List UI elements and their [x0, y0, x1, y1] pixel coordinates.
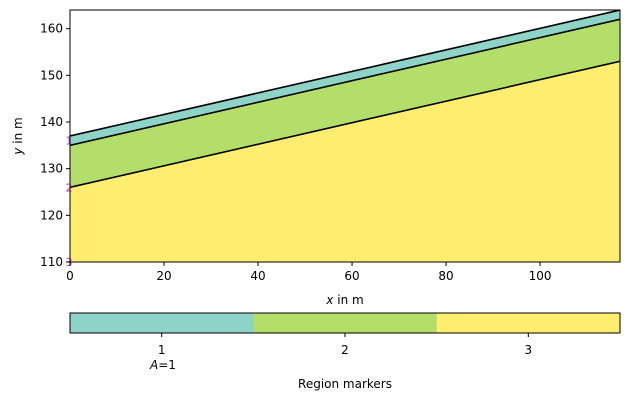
boundary-interface-2	[70, 60, 620, 189]
y-axis: 110 120 130 140 150 160	[40, 22, 70, 269]
y-tick-label: 140	[40, 115, 63, 129]
y-axis-label: y in m	[11, 117, 25, 155]
x-tick-label: 100	[529, 269, 552, 283]
x-tick-label: 20	[156, 269, 171, 283]
colorbar-segment-1	[70, 313, 254, 333]
region-marker-label: 2	[66, 181, 73, 194]
colorbar-segment-3	[436, 313, 621, 333]
colorbar-label: Region markers	[298, 377, 392, 391]
colorbar-ticks: 1 2 3	[158, 333, 532, 357]
colorbar-segment-2	[253, 313, 438, 333]
colorbar-tick-label: 2	[341, 343, 349, 357]
region-1	[70, 10, 620, 146]
region-3	[70, 61, 620, 262]
y-tick-label: 160	[40, 22, 63, 36]
x-tick-label: 0	[66, 269, 74, 283]
x-tick-label: 80	[438, 269, 453, 283]
y-tick-label: 150	[40, 68, 63, 82]
y-tick-label: 110	[40, 255, 63, 269]
colorbar	[70, 313, 621, 333]
y-tick-label: 130	[40, 162, 63, 176]
colorbar-tick-label: 1	[158, 343, 166, 357]
x-axis: 0 20 40 60 80 100	[66, 262, 552, 283]
boundary-surface	[70, 10, 620, 137]
y-tick-label: 120	[40, 208, 63, 222]
region-2	[70, 19, 620, 188]
plot-frame	[69, 9, 621, 263]
x-tick-label: 60	[344, 269, 359, 283]
colorbar-tick-label: 3	[525, 343, 533, 357]
boundary-interface-1	[70, 18, 620, 147]
boundaries	[70, 10, 620, 189]
x-tick-label: 40	[250, 269, 265, 283]
region-marker-label: 1	[66, 135, 73, 148]
colorbar-sublabel: A=1	[149, 358, 176, 372]
regions	[70, 10, 620, 262]
x-axis-label: x in m	[325, 293, 363, 307]
